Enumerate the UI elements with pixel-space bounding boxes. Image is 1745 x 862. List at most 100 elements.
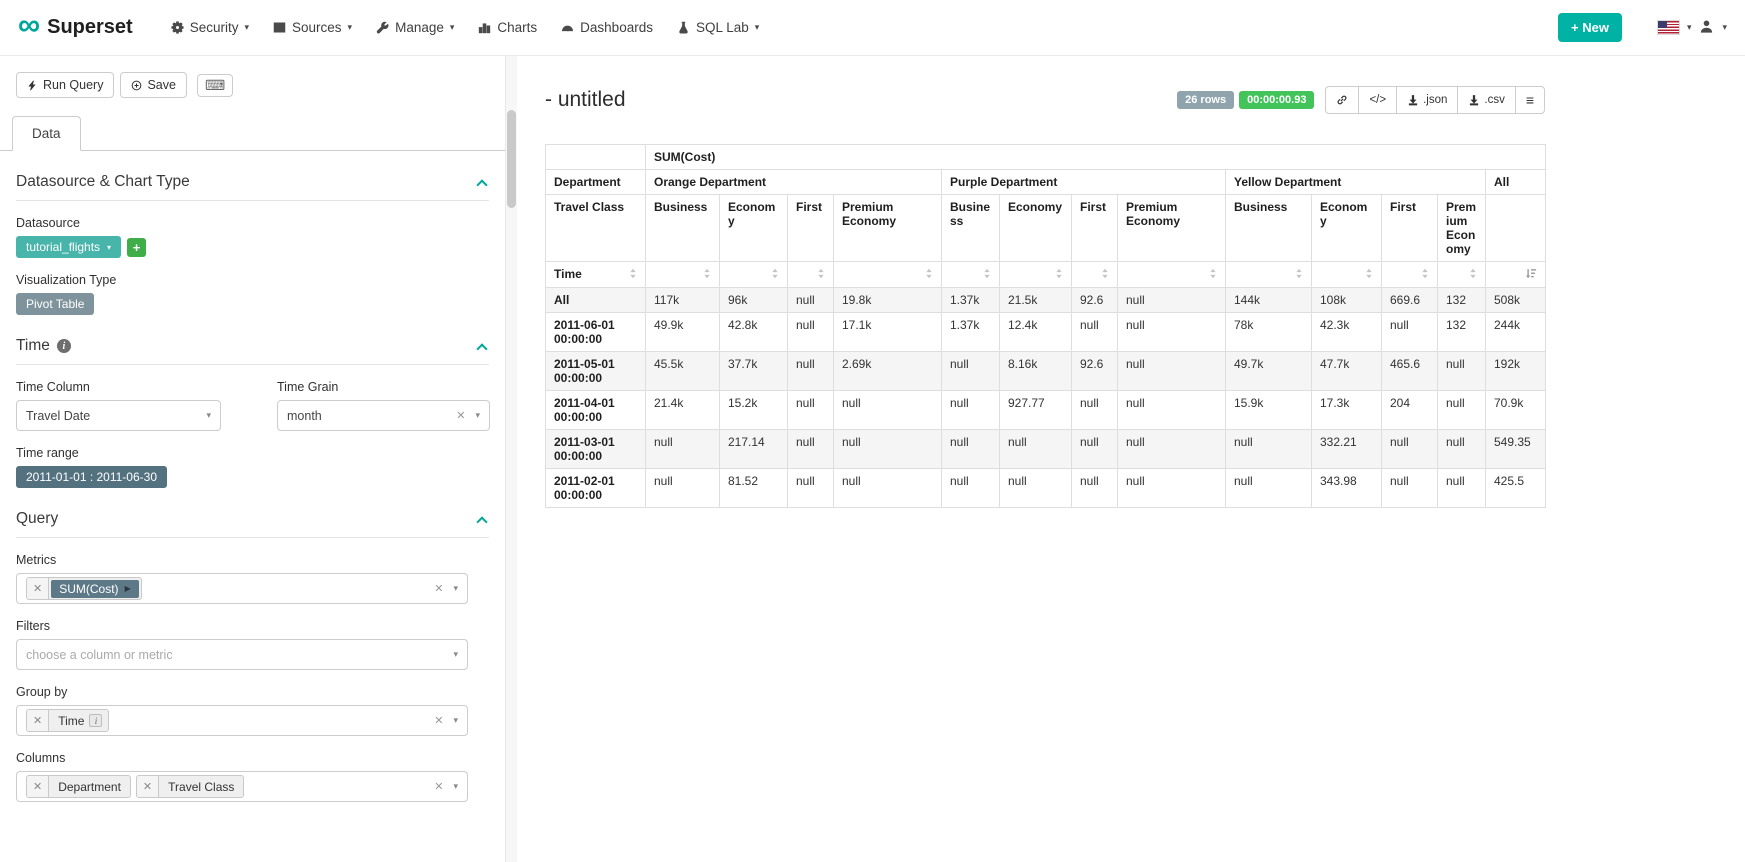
chevron-up-icon[interactable]: [476, 342, 488, 355]
sort-icon[interactable]: [1209, 268, 1217, 282]
menu-button[interactable]: ≡: [1514, 86, 1545, 114]
pivot-sort-header[interactable]: [1381, 261, 1438, 288]
viz-type-button[interactable]: Pivot Table: [16, 293, 95, 315]
user-caret-icon[interactable]: ▾: [1722, 22, 1727, 32]
pivot-value-cell: 1.37k: [941, 287, 1000, 313]
clear-icon[interactable]: ✕: [434, 583, 444, 595]
pivot-value-cell: 12.4k: [999, 312, 1072, 352]
scrollbar-thumb[interactable]: [507, 110, 516, 208]
chevron-up-icon[interactable]: [476, 515, 488, 528]
remove-chip-icon[interactable]: ✕: [27, 578, 50, 599]
nav-item-charts[interactable]: Charts: [466, 11, 549, 44]
sort-icon[interactable]: [1295, 268, 1303, 282]
clear-icon[interactable]: ✕: [456, 410, 466, 422]
sort-icon[interactable]: [925, 268, 933, 282]
nav-item-manage[interactable]: Manage ▾: [364, 11, 466, 44]
sort-amount-icon[interactable]: [1525, 268, 1537, 282]
pivot-sort-header[interactable]: [1117, 261, 1226, 288]
nav-item-sources[interactable]: Sources ▾: [261, 11, 364, 44]
sort-icon[interactable]: [771, 268, 779, 282]
sort-icon[interactable]: [1421, 268, 1429, 282]
panel-scrollbar[interactable]: [505, 56, 517, 862]
export-json-button[interactable]: .json: [1396, 86, 1459, 114]
section-title: Datasource & Chart Type: [16, 173, 190, 190]
chip-travel-class[interactable]: ✕ Travel Class: [135, 775, 245, 798]
short-link-button[interactable]: [1325, 86, 1360, 114]
sort-icon[interactable]: [1055, 268, 1063, 282]
clear-icon[interactable]: ✕: [434, 715, 444, 727]
pivot-sort-header[interactable]: [1437, 261, 1486, 288]
section-datasource-chart-type: Datasource & Chart Type Datasource tutor…: [16, 173, 489, 315]
sort-icon[interactable]: [629, 268, 637, 282]
time-column-select[interactable]: Travel Date ▾: [16, 400, 221, 431]
new-button[interactable]: + New: [1558, 13, 1622, 42]
pivot-value-cell: 15.2k: [719, 390, 788, 430]
pivot-value-cell: null: [787, 351, 834, 391]
language-caret-icon[interactable]: ▾: [1686, 22, 1692, 32]
pivot-sort-header[interactable]: [941, 261, 1000, 288]
save-button[interactable]: Save: [120, 72, 187, 98]
caret-down-icon: ▾: [347, 22, 353, 32]
pivot-value-cell: null: [941, 468, 1000, 508]
pivot-value-cell: 508k: [1484, 287, 1547, 313]
groupby-select[interactable]: ✕ Time i ✕ ▾: [16, 705, 468, 736]
sort-icon[interactable]: [1469, 268, 1477, 282]
sort-icon[interactable]: [983, 268, 991, 282]
sort-icon[interactable]: [1365, 268, 1373, 282]
time-range-button[interactable]: 2011-01-01 : 2011-06-30: [16, 466, 167, 488]
sort-icon[interactable]: [817, 268, 825, 282]
user-icon[interactable]: [1699, 19, 1714, 37]
pivot-sort-header[interactable]: [645, 261, 720, 288]
pivot-value-cell: 117k: [645, 287, 720, 313]
pivot-sort-header[interactable]: [1071, 261, 1118, 288]
pivot-row-axis-header[interactable]: Time: [545, 261, 646, 288]
pivot-sort-header[interactable]: [719, 261, 788, 288]
chevron-up-icon[interactable]: [476, 178, 488, 191]
pivot-value-cell: 37.7k: [719, 351, 788, 391]
pivot-sort-header[interactable]: [1225, 261, 1312, 288]
embed-code-button[interactable]: </>: [1358, 86, 1398, 114]
time-grain-select[interactable]: month ✕ ▾: [277, 400, 490, 431]
pivot-sort-header[interactable]: [999, 261, 1072, 288]
pivot-value-cell: 669.6: [1381, 287, 1438, 313]
run-query-button[interactable]: Run Query: [16, 72, 115, 98]
link-icon: [1337, 95, 1347, 105]
chip-department[interactable]: ✕ Department: [26, 775, 131, 798]
remove-chip-icon[interactable]: ✕: [136, 776, 160, 797]
pivot-class-header: Economy: [719, 194, 788, 262]
chip-time[interactable]: ✕ Time i: [26, 709, 110, 732]
nav-item-security[interactable]: Security ▾: [159, 11, 261, 44]
pivot-value-cell: 78k: [1225, 312, 1312, 352]
columns-select[interactable]: ✕ Department ✕ Travel Class ✕ ▾: [16, 771, 468, 802]
pivot-value-cell: null: [1225, 468, 1312, 508]
datasource-select-button[interactable]: tutorial_flights ▾: [16, 236, 122, 258]
pivot-sort-header[interactable]: [1484, 261, 1547, 288]
pivot-value-cell: null: [1225, 429, 1312, 469]
main-menu: Security ▾ Sources ▾ Manage ▾ Charts Dashboards…: [159, 11, 1558, 44]
sort-icon[interactable]: [1101, 268, 1109, 282]
nav-item-dashboards[interactable]: Dashboards: [549, 11, 665, 44]
pivot-value-cell: null: [645, 468, 720, 508]
remove-chip-icon[interactable]: ✕: [27, 776, 50, 797]
nav-item-sqllab[interactable]: SQL Lab ▾: [665, 11, 771, 44]
caret-down-icon: ▾: [475, 410, 480, 420]
pivot-value-cell: null: [833, 390, 942, 430]
pivot-class-header: Economy: [999, 194, 1072, 262]
pivot-sort-header[interactable]: [1311, 261, 1382, 288]
superset-brand[interactable]: ∞ Superset: [18, 9, 133, 40]
clear-icon[interactable]: ✕: [434, 781, 444, 793]
tab-data[interactable]: Data: [12, 116, 81, 151]
pivot-sort-header[interactable]: [787, 261, 834, 288]
language-flag-icon[interactable]: [1657, 21, 1679, 34]
pivot-col-level1-header: Department: [545, 169, 646, 195]
metrics-select[interactable]: ✕ SUM(Cost) ▶ ✕ ▾: [16, 573, 468, 604]
chart-title[interactable]: - untitled: [545, 88, 626, 111]
export-csv-button[interactable]: .csv: [1457, 86, 1516, 114]
sort-icon[interactable]: [703, 268, 711, 282]
pivot-sort-header[interactable]: [833, 261, 942, 288]
remove-chip-icon[interactable]: ✕: [27, 710, 50, 731]
filters-select[interactable]: choose a column or metric ▾: [16, 639, 468, 670]
metric-chip[interactable]: ✕ SUM(Cost) ▶: [26, 577, 142, 600]
edit-datasource-button[interactable]: +: [127, 237, 147, 257]
keyboard-shortcut-button[interactable]: ⌨: [196, 73, 234, 97]
